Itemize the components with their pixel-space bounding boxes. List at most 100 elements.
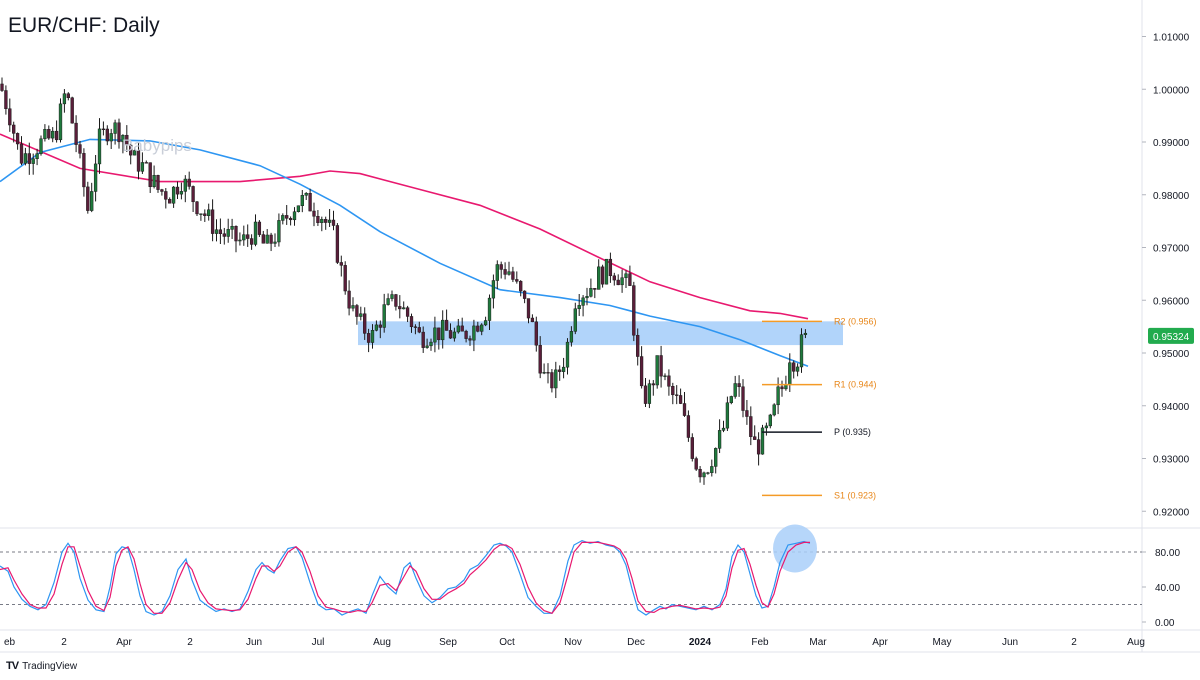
candle-body [694, 458, 698, 470]
candle [242, 225, 246, 246]
x-tick-label: 2 [1071, 637, 1077, 648]
candle [12, 121, 16, 143]
candle [581, 295, 585, 317]
candle-body [413, 326, 418, 328]
x-tick-label: Dec [627, 637, 645, 648]
candle-body [273, 241, 277, 244]
candle [113, 119, 117, 145]
candle [675, 385, 679, 405]
candle [35, 148, 39, 166]
candle-body [222, 233, 226, 237]
candle [109, 128, 113, 149]
candle [281, 213, 285, 225]
candle [639, 346, 644, 389]
candle-body [234, 225, 238, 242]
candle [597, 259, 601, 290]
candle-body [386, 298, 390, 305]
candle [129, 143, 133, 165]
candle-body [187, 178, 191, 187]
candle-body [651, 383, 655, 386]
candle [433, 316, 437, 353]
candle-body [729, 396, 733, 404]
tradingview-logo-text: TradingView [22, 660, 78, 672]
candle-body [27, 153, 31, 164]
candle-body [433, 327, 437, 343]
last-price-label: 0.95324 [1153, 332, 1190, 343]
candle [558, 365, 562, 381]
candle-body [66, 93, 70, 99]
candle [616, 274, 620, 286]
x-tick-label: Nov [564, 637, 582, 648]
candle [706, 471, 710, 475]
candle-body [343, 265, 347, 292]
candle-body [616, 279, 620, 286]
candle-body [690, 437, 694, 459]
candle-body [558, 369, 562, 372]
candle [425, 338, 429, 349]
candle-body [522, 290, 527, 299]
candle-body [160, 189, 164, 192]
candle [265, 229, 269, 244]
candle [246, 224, 250, 247]
x-tick-label: Feb [751, 637, 769, 648]
candle [780, 380, 784, 397]
candle [0, 77, 4, 92]
candle-body [632, 285, 636, 336]
candle-body [82, 153, 86, 188]
candle-body [12, 124, 16, 134]
candle-body [0, 83, 4, 91]
candle-body [647, 383, 652, 404]
candle-body [171, 186, 176, 204]
candle-body [308, 193, 312, 212]
candle [140, 152, 145, 174]
candle-body [97, 128, 102, 165]
candle [339, 255, 343, 277]
moving-average-slow [0, 133, 809, 320]
candle-body [324, 219, 328, 223]
candle-body [218, 229, 223, 234]
x-tick-label: Aug [373, 637, 391, 648]
x-tick-label: Apr [116, 637, 132, 648]
y-tick-label: 1.01000 [1153, 33, 1190, 44]
candle-body [772, 404, 776, 416]
candle-body [277, 220, 281, 243]
candle-body [593, 288, 597, 290]
candle-body [316, 216, 320, 223]
candle-body [203, 213, 207, 216]
candle-body [210, 209, 215, 234]
candle-body [733, 383, 737, 397]
candle [573, 302, 577, 335]
candle [682, 392, 687, 417]
candle-body [168, 199, 172, 204]
candle-body [347, 290, 351, 309]
osc-y-tick-label: 40.00 [1155, 583, 1180, 594]
candle [207, 203, 211, 221]
candle [304, 192, 308, 201]
candle [191, 185, 195, 213]
candle-body [444, 319, 449, 331]
candle [686, 410, 691, 442]
candle [589, 278, 593, 298]
candle-body [144, 162, 148, 164]
candle-body [121, 134, 125, 143]
candle-body [207, 209, 211, 216]
candle-body [534, 321, 538, 346]
candle [15, 132, 20, 150]
candle-body [639, 356, 644, 387]
candle-body [355, 305, 359, 317]
candle-body [351, 305, 355, 309]
y-tick-label: 0.99000 [1153, 138, 1190, 149]
x-tick-label: Jul [312, 637, 325, 648]
candle-body [249, 238, 254, 245]
candle [175, 181, 180, 199]
chart-title: EUR/CHF: Daily [8, 14, 160, 37]
x-tick-label: Mar [809, 637, 827, 648]
pivot-level-label: P (0.935) [834, 427, 871, 437]
y-tick-label: 0.94000 [1153, 402, 1190, 413]
candle-body [565, 341, 570, 368]
y-tick-label: 0.95000 [1153, 349, 1190, 360]
candle [261, 230, 265, 244]
stochastic-k-line [0, 539, 811, 616]
candle [308, 188, 312, 212]
